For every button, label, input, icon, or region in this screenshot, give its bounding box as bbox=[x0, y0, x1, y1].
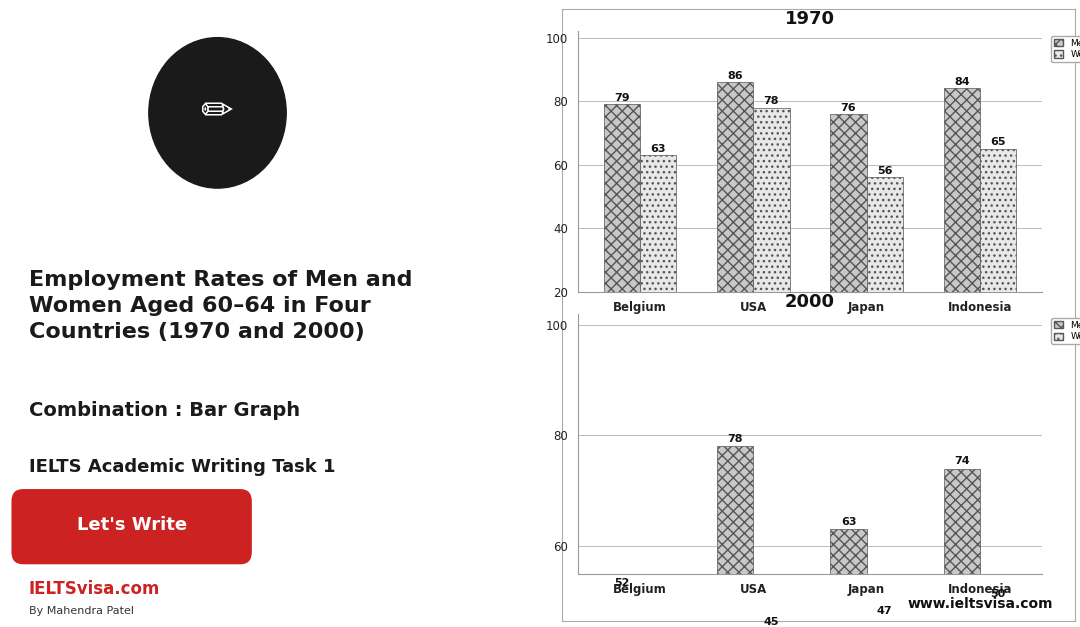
Text: 78: 78 bbox=[728, 434, 743, 444]
Bar bbox=[604, 104, 640, 355]
Text: 74: 74 bbox=[954, 456, 970, 466]
Text: 63: 63 bbox=[650, 144, 666, 154]
Text: 79: 79 bbox=[615, 93, 630, 103]
Text: 63: 63 bbox=[840, 517, 856, 527]
Text: 86: 86 bbox=[728, 71, 743, 81]
Text: 84: 84 bbox=[954, 77, 970, 87]
Bar bbox=[980, 149, 1016, 355]
Bar bbox=[640, 155, 676, 355]
Text: 47: 47 bbox=[877, 606, 892, 616]
Title: 1970: 1970 bbox=[785, 11, 835, 28]
Bar bbox=[604, 590, 640, 627]
Text: IELTS Academic Writing Task 1: IELTS Academic Writing Task 1 bbox=[29, 458, 335, 476]
Legend: Men, Women: Men, Women bbox=[1051, 318, 1080, 344]
Circle shape bbox=[149, 38, 286, 188]
Text: Combination : Bar Graph: Combination : Bar Graph bbox=[29, 401, 300, 420]
Text: 52: 52 bbox=[615, 578, 630, 588]
Title: 2000: 2000 bbox=[785, 293, 835, 310]
Bar bbox=[717, 446, 754, 627]
Text: By Mahendra Patel: By Mahendra Patel bbox=[29, 606, 134, 616]
Bar bbox=[980, 601, 1016, 627]
Text: Let's Write: Let's Write bbox=[77, 517, 187, 534]
Bar bbox=[831, 529, 866, 627]
Text: IELTSvisa.com: IELTSvisa.com bbox=[29, 581, 160, 598]
FancyBboxPatch shape bbox=[12, 489, 252, 564]
Text: 50: 50 bbox=[990, 589, 1005, 599]
Bar bbox=[944, 88, 980, 355]
Text: 78: 78 bbox=[764, 96, 780, 106]
Bar bbox=[831, 114, 866, 355]
Text: 45: 45 bbox=[764, 617, 780, 627]
Bar bbox=[717, 82, 754, 355]
Text: 56: 56 bbox=[877, 166, 892, 176]
Text: 76: 76 bbox=[840, 103, 856, 113]
Text: Employment Rates of Men and
Women Aged 60–64 in Four
Countries (1970 and 2000): Employment Rates of Men and Women Aged 6… bbox=[29, 270, 413, 342]
Bar bbox=[944, 468, 980, 627]
Text: ✏: ✏ bbox=[201, 94, 234, 132]
Text: 65: 65 bbox=[990, 137, 1005, 147]
Bar bbox=[754, 107, 789, 355]
Text: www.ieltsvisa.com: www.ieltsvisa.com bbox=[907, 598, 1053, 611]
Legend: Men, Women: Men, Women bbox=[1051, 36, 1080, 62]
Bar bbox=[866, 177, 903, 355]
Bar bbox=[866, 618, 903, 627]
